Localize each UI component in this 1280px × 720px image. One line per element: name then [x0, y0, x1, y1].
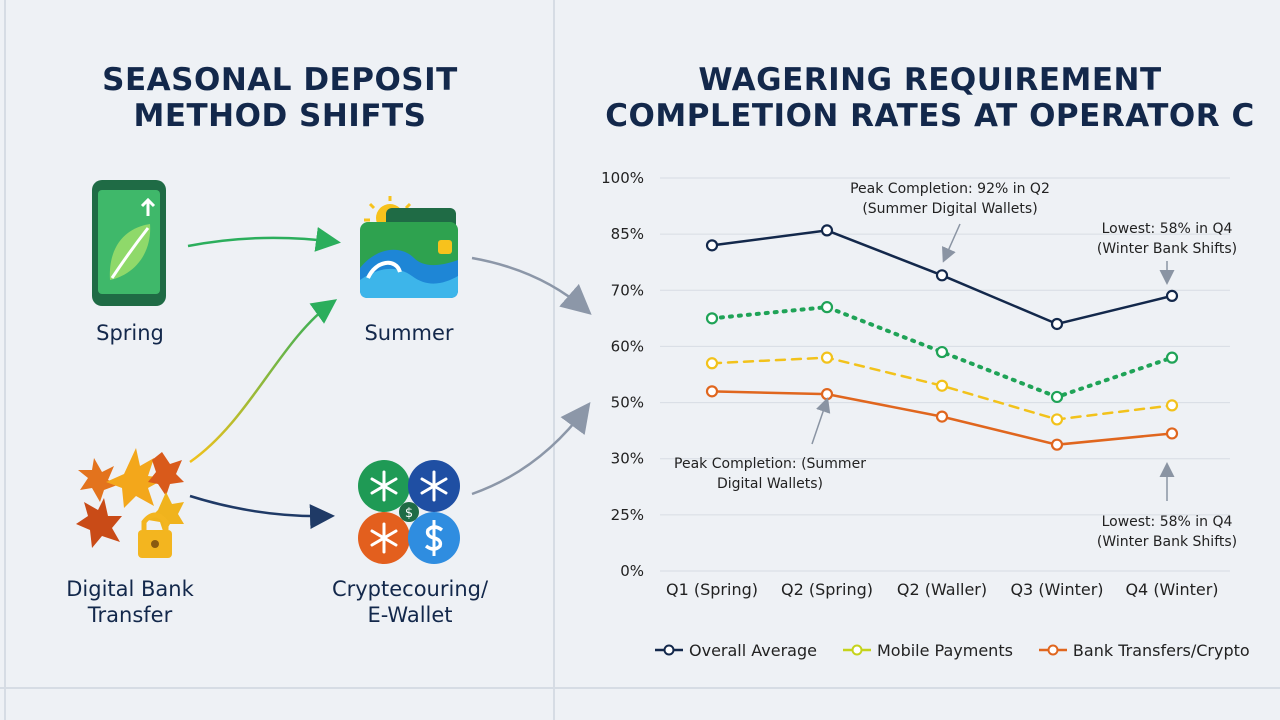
- annotation-text: (Summer Digital Wallets): [862, 201, 1037, 217]
- legend-label-bank: Bank Transfers/Crypto: [1072, 640, 1250, 660]
- winter-label: Cryptecouring/ E-Wallet: [320, 576, 500, 628]
- spring-to-summer-arrow: [187, 227, 341, 252]
- summer-to-chart-arrow: [471, 256, 592, 315]
- summer-label: Summer: [364, 321, 454, 345]
- y-tick-label: 100%: [601, 169, 644, 187]
- winter-label-line1: Cryptecouring/: [331, 577, 489, 601]
- seasonal-flow-arrows: [187, 227, 592, 530]
- y-tick-label: 30%: [611, 450, 644, 468]
- data-point: [935, 410, 949, 423]
- spring-label: Spring: [96, 321, 164, 345]
- annotation-text: (Winter Bank Shifts): [1097, 241, 1237, 257]
- y-tick-label: 50%: [611, 394, 644, 412]
- chart-title: WAGERING REQUIREMENT COMPLETION RATES AT…: [600, 62, 1260, 134]
- data-point: [705, 385, 719, 398]
- x-tick-label: Q4 (Winter): [1125, 580, 1218, 599]
- svg-text:$: $: [405, 506, 413, 521]
- chart-title-line1: WAGERING REQUIREMENT: [698, 62, 1162, 98]
- winter-to-chart-arrow: [471, 401, 591, 496]
- legend-item-mobile: Mobile Payments: [842, 640, 1013, 660]
- x-tick-label: Q2 (Waller): [897, 580, 987, 599]
- legend-swatch-overall: [655, 644, 683, 656]
- legend-swatch-mobile: [842, 644, 871, 656]
- y-tick-label: 0%: [620, 562, 644, 580]
- left-panel-title: SEASONAL DEPOSIT METHOD SHIFTS: [60, 62, 500, 134]
- legend-item-bank: Bank Transfers/Crypto: [1038, 640, 1250, 660]
- annotation-text: Digital Wallets): [717, 476, 823, 492]
- legend-label-overall: Overall Average: [689, 640, 817, 660]
- y-tick-label: 70%: [611, 281, 644, 299]
- left-title-line1: SEASONAL DEPOSIT: [102, 62, 458, 98]
- data-point: [1050, 317, 1064, 331]
- autumn-label: Digital Bank Transfer: [50, 576, 210, 628]
- autumn-to-winter-arrow: [189, 494, 335, 530]
- data-point: [1165, 399, 1179, 412]
- legend-item-overall: Overall Average: [655, 641, 817, 660]
- annotation-text: Peak Completion: 92% in Q2: [850, 181, 1050, 197]
- left-divider: [4, 0, 6, 720]
- annotation-arrow: [811, 397, 831, 445]
- data-point: [820, 224, 834, 237]
- data-point: [1050, 413, 1064, 426]
- y-tick-label: 85%: [611, 225, 644, 243]
- x-tick-label: Q3 (Winter): [1010, 580, 1103, 599]
- data-point: [1165, 427, 1179, 440]
- legend-label-mobile: Mobile Payments: [876, 640, 1013, 660]
- data-point: [935, 379, 949, 392]
- annotation-text: Lowest: 58% in Q4: [1102, 514, 1233, 530]
- data-point: [1050, 390, 1064, 404]
- center-divider: [553, 0, 555, 720]
- x-tick-label: Q1 (Spring): [666, 580, 758, 599]
- winter-label-line2: E-Wallet: [367, 603, 453, 627]
- x-tick-label: Q2 (Spring): [781, 580, 873, 599]
- annotation-text: (Winter Bank Shifts): [1097, 534, 1237, 550]
- data-point: [820, 388, 834, 401]
- y-tick-label: 60%: [611, 337, 644, 355]
- annotation-text: Peak Completion: (Summer: [674, 456, 866, 472]
- chart-title-line2: COMPLETION RATES AT OPERATOR C: [605, 98, 1255, 134]
- data-point: [1165, 289, 1179, 302]
- left-title-line2: METHOD SHIFTS: [133, 98, 427, 134]
- smartphone-leaf-icon: [92, 180, 166, 306]
- snowflake-coins-icon: $: [358, 460, 460, 564]
- data-point: [705, 239, 719, 252]
- data-point: [935, 345, 949, 359]
- data-point: [820, 351, 834, 364]
- y-tick-label: 25%: [611, 506, 644, 524]
- data-point: [820, 301, 834, 314]
- data-point: [705, 312, 719, 325]
- data-point: [705, 357, 719, 370]
- autumn-label-line2: Transfer: [87, 603, 173, 627]
- completion-rate-line-chart: 0% 25% 30% 50% 60% 70% 85% 100% Q1 (Spring) Q2 (…: [601, 169, 1237, 599]
- data-point: [1165, 351, 1179, 364]
- autumn-to-summer-arrow: [189, 299, 338, 464]
- bottom-divider: [0, 687, 1280, 689]
- annotation-text: Lowest: 58% in Q4: [1102, 221, 1233, 237]
- data-point: [1050, 438, 1064, 451]
- autumn-leaves-lock-icon: [76, 448, 184, 558]
- autumn-label-line1: Digital Bank: [66, 577, 194, 601]
- chart-legend: Overall Average Mobile Payments Bank Tra…: [655, 639, 1250, 661]
- annotation-arrow: [942, 223, 961, 263]
- legend-swatch-bank: [1038, 644, 1067, 656]
- wallet-sun-wave-icon: [360, 196, 458, 298]
- data-point: [935, 269, 949, 282]
